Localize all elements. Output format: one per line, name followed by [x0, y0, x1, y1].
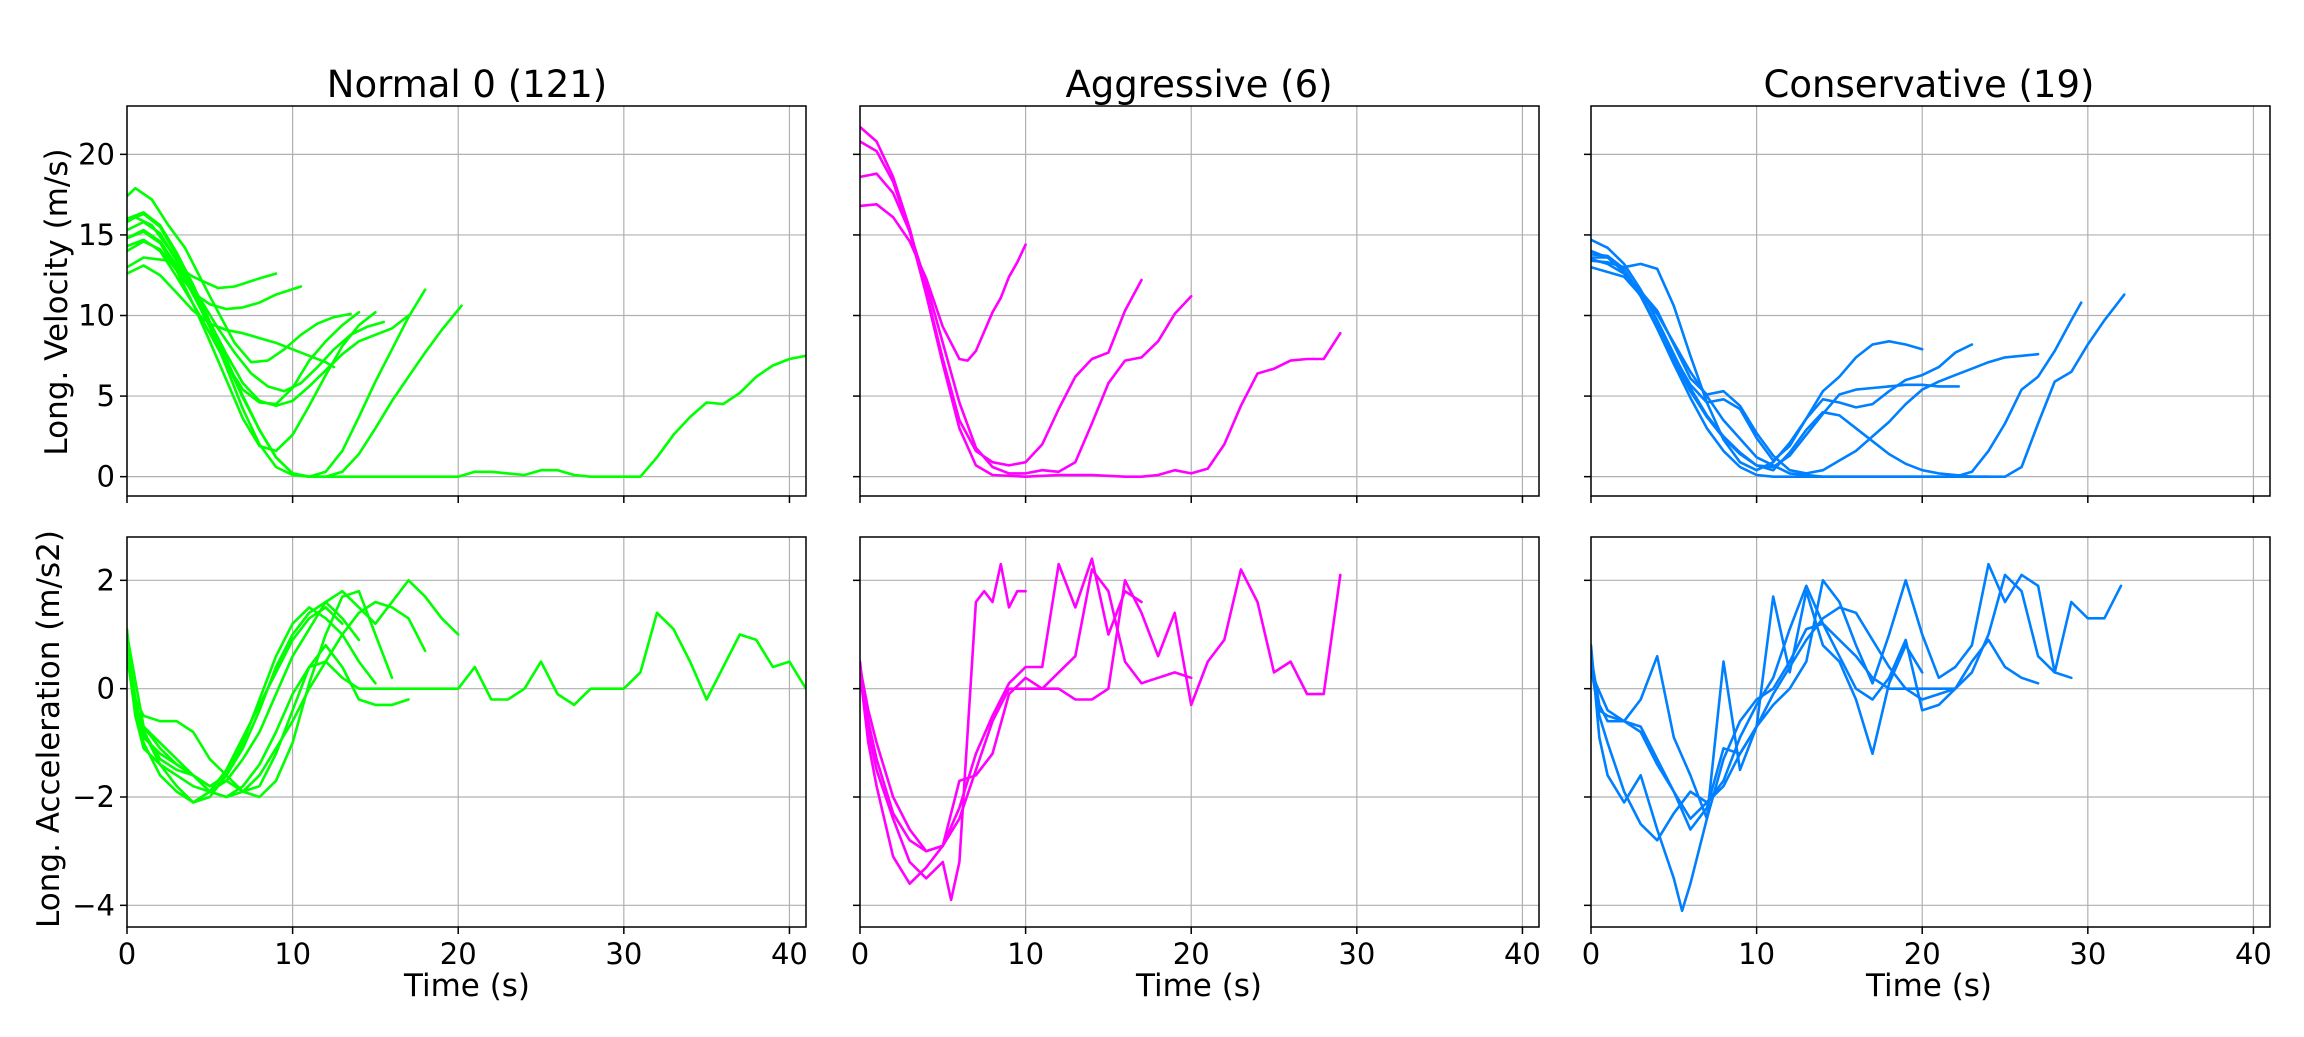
series-group-aggressive-acceleration — [860, 557, 1342, 902]
y-tick-label-normal-velocity: 15 — [78, 218, 115, 252]
series-group-normal-acceleration — [127, 578, 806, 804]
x-axis-label-normal: Time (s) — [403, 968, 530, 1004]
axes-frame-normal-acceleration — [126, 536, 807, 928]
series-line-normal-velocity-9 — [127, 212, 427, 479]
panel-aggressive-velocity — [853, 105, 1540, 503]
x-tick-label-aggressive-acceleration: 20 — [1173, 937, 1210, 971]
series-line-normal-acceleration-4 — [127, 578, 460, 793]
x-tick-label-conservative-acceleration: 0 — [1582, 937, 1600, 971]
y-tick-label-normal-velocity: 20 — [78, 137, 115, 171]
series-group-conservative-velocity — [1591, 238, 2126, 479]
x-tick-label-conservative-acceleration: 40 — [2235, 937, 2272, 971]
series-line-conservative-acceleration-5 — [1591, 562, 2123, 831]
axes-frame-aggressive-velocity — [859, 105, 1540, 497]
y-tick-label-normal-acceleration: 0 — [97, 672, 115, 706]
y-axis-label-velocity: Long. Velocity (m/s) — [39, 148, 75, 455]
panel-title-conservative: Conservative (19) — [1764, 63, 2095, 106]
x-tick-label-normal-acceleration: 20 — [440, 937, 477, 971]
series-line-aggressive-acceleration-4 — [860, 568, 1342, 853]
series-line-aggressive-acceleration-1 — [860, 562, 1027, 902]
y-tick-label-normal-velocity: 5 — [97, 379, 115, 413]
x-tick-label-aggressive-acceleration: 30 — [1338, 937, 1375, 971]
series-line-normal-acceleration-6 — [127, 589, 394, 799]
y-tick-label-normal-acceleration: −4 — [72, 888, 115, 922]
series-line-conservative-velocity-5 — [1591, 238, 1990, 479]
x-tick-label-normal-acceleration: 30 — [605, 937, 642, 971]
axes-frame-normal-velocity — [126, 105, 807, 497]
series-line-aggressive-acceleration-2 — [860, 557, 1143, 886]
series-line-normal-velocity-3 — [127, 186, 352, 364]
panel-aggressive-acceleration: 0 10 20 30 40 — [851, 536, 1541, 971]
panel-title-aggressive: Aggressive (6) — [1065, 63, 1332, 106]
series-line-normal-velocity-1 — [127, 256, 278, 290]
series-line-normal-velocity-6 — [127, 238, 361, 406]
series-line-conservative-acceleration-4 — [1591, 573, 2073, 821]
series-line-conservative-acceleration-3 — [1591, 584, 2040, 842]
series-line-conservative-velocity-7 — [1591, 265, 2126, 479]
series-line-normal-acceleration-7 — [127, 638, 410, 793]
panel-conservative-velocity — [1584, 105, 2271, 503]
series-line-conservative-acceleration-2 — [1591, 589, 1924, 821]
x-tick-label-conservative-acceleration: 10 — [1738, 937, 1775, 971]
series-line-aggressive-velocity-4 — [860, 140, 1342, 479]
x-tick-label-aggressive-acceleration: 10 — [1007, 937, 1044, 971]
series-line-aggressive-acceleration-3 — [860, 568, 1193, 853]
x-tick-label-normal-acceleration: 40 — [771, 937, 808, 971]
axes-frame-conservative-velocity — [1590, 105, 2271, 497]
series-line-aggressive-velocity-1 — [860, 203, 1027, 362]
y-tick-label-normal-acceleration: 2 — [97, 563, 115, 597]
x-tick-label-conservative-acceleration: 30 — [2069, 937, 2106, 971]
x-axis-label-conservative: Time (s) — [1865, 968, 1992, 1004]
series-line-normal-acceleration-5 — [127, 600, 427, 799]
y-tick-label-normal-acceleration: −2 — [72, 780, 115, 814]
series-line-normal-velocity-8 — [127, 230, 377, 453]
series-line-normal-velocity-11 — [127, 211, 806, 479]
panel-title-normal: Normal 0 (121) — [327, 63, 607, 106]
axes-frame-aggressive-acceleration — [859, 536, 1540, 928]
y-tick-label-normal-velocity: 0 — [97, 460, 115, 494]
series-line-normal-velocity-7 — [127, 264, 336, 369]
x-tick-label-conservative-acceleration: 20 — [1904, 937, 1941, 971]
series-line-conservative-velocity-3 — [1591, 259, 1974, 472]
panel-conservative-acceleration: 0 10 20 30 40 — [1582, 536, 2272, 971]
series-line-normal-acceleration-8 — [127, 611, 806, 799]
x-axis-label-aggressive: Time (s) — [1135, 968, 1262, 1004]
x-tick-label-aggressive-acceleration: 40 — [1504, 937, 1541, 971]
x-tick-label-normal-acceleration: 10 — [274, 937, 311, 971]
y-axis-label-acceleration: Long. Acceleration (m/s2) — [31, 530, 67, 928]
series-group-aggressive-velocity — [860, 125, 1342, 479]
x-tick-label-aggressive-acceleration: 0 — [851, 937, 869, 971]
series-line-conservative-velocity-6 — [1591, 253, 2083, 479]
series-group-conservative-acceleration — [1591, 562, 2123, 913]
axes-frame-conservative-acceleration — [1590, 536, 2271, 928]
x-tick-label-normal-acceleration: 0 — [118, 937, 136, 971]
panel-normal-velocity: 0 5 10 15 20 — [78, 105, 807, 503]
panel-normal-acceleration: 0 10 20 30 40 −4 −2 0 2 — [72, 536, 808, 971]
series-group-normal-velocity — [127, 186, 806, 479]
y-tick-label-normal-velocity: 10 — [78, 299, 115, 333]
